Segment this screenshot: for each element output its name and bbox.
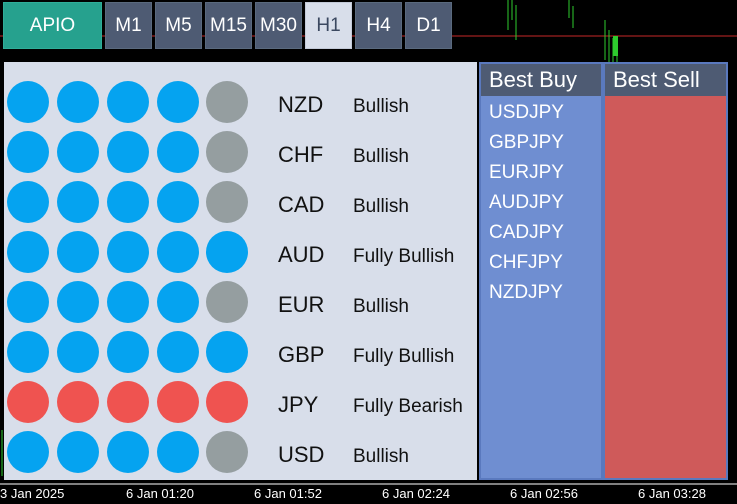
strength-dot — [107, 431, 149, 473]
currency-label: USD — [278, 442, 325, 467]
strength-dot — [7, 81, 49, 123]
best-buy-pair[interactable]: GBPJPY — [489, 132, 564, 153]
strength-dot — [7, 131, 49, 173]
strength-dot — [107, 231, 149, 273]
best-sell-column: Best Sell — [603, 62, 728, 480]
strength-dot — [206, 131, 248, 173]
strength-dot — [157, 231, 199, 273]
strength-dot — [206, 381, 248, 423]
strength-dot — [7, 231, 49, 273]
strength-dot — [157, 81, 199, 123]
strength-dot — [7, 281, 49, 323]
strength-dot — [107, 281, 149, 323]
strength-dot — [157, 331, 199, 373]
strength-dot — [57, 181, 99, 223]
currency-row: CHF Bullish — [4, 128, 477, 178]
trend-status: Bullish — [353, 96, 409, 117]
strength-dot — [157, 431, 199, 473]
best-buy-pair[interactable]: NZDJPY — [489, 282, 563, 303]
currency-row: NZD Bullish — [4, 78, 477, 128]
tab-m1[interactable]: M1 — [105, 2, 152, 49]
strength-dot — [7, 331, 49, 373]
best-buy-pair[interactable]: USDJPY — [489, 102, 564, 123]
strength-dot — [7, 381, 49, 423]
best-buy-pair[interactable]: CADJPY — [489, 222, 564, 243]
tab-d1[interactable]: D1 — [405, 2, 452, 49]
trend-status: Fully Bullish — [353, 246, 455, 267]
currency-row: USD Bullish — [4, 428, 477, 478]
time-axis-label: 6 Jan 03:28 — [638, 486, 706, 501]
best-buy-header: Best Buy — [481, 64, 601, 96]
strength-dot — [157, 381, 199, 423]
strength-dot — [57, 281, 99, 323]
time-axis-label: 6 Jan 01:52 — [254, 486, 322, 501]
trend-status: Bullish — [353, 196, 409, 217]
best-buy-pair[interactable]: EURJPY — [489, 162, 564, 183]
strength-dot — [157, 131, 199, 173]
strength-dot — [206, 431, 248, 473]
tab-h1[interactable]: H1 — [305, 2, 352, 49]
currency-label: NZD — [278, 92, 324, 117]
strength-dot — [107, 131, 149, 173]
time-axis-label: 3 Jan 2025 — [0, 486, 65, 501]
time-axis-label: 6 Jan 01:20 — [126, 486, 194, 501]
best-buy-column: Best Buy USDJPY GBPJPY EURJPY AUDJPY CADJPY C… — [479, 62, 603, 480]
strength-dot — [107, 331, 149, 373]
strength-dot — [206, 231, 248, 273]
trend-status: Bullish — [353, 446, 409, 467]
strength-dot — [206, 281, 248, 323]
strength-dot — [57, 81, 99, 123]
currency-label: EUR — [278, 292, 325, 317]
currency-label: JPY — [278, 392, 319, 417]
currency-row: AUD Fully Bullish — [4, 228, 477, 278]
currency-strength-panel: NZD Bullish CHF Bullish CAD Bullish AUD Fully B… — [4, 62, 477, 480]
currency-label: CHF — [278, 142, 324, 167]
strength-dot — [7, 431, 49, 473]
trend-status: Bullish — [353, 296, 409, 317]
best-sell-header: Best Sell — [605, 64, 726, 96]
currency-row: CAD Bullish — [4, 178, 477, 228]
strength-dot — [57, 431, 99, 473]
strength-dot — [206, 181, 248, 223]
currency-label: CAD — [278, 192, 325, 217]
time-axis-label: 6 Jan 02:24 — [382, 486, 450, 501]
strength-dot — [206, 331, 248, 373]
currency-row: JPY Fully Bearish — [4, 378, 477, 428]
currency-label: GBP — [278, 342, 325, 367]
strength-dot — [107, 381, 149, 423]
currency-label: AUD — [278, 242, 325, 267]
tab-m30[interactable]: M30 — [255, 2, 302, 49]
strength-dot — [57, 231, 99, 273]
currency-row: EUR Bullish — [4, 278, 477, 328]
strength-dot — [57, 331, 99, 373]
tab-h4[interactable]: H4 — [355, 2, 402, 49]
best-buy-pair[interactable]: AUDJPY — [489, 192, 564, 213]
tab-m5[interactable]: M5 — [155, 2, 202, 49]
strength-dot — [157, 281, 199, 323]
timeframe-tabbar: APIO M1 M5 M15 M30 H1 H4 D1 — [3, 2, 452, 49]
apio-button[interactable]: APIO — [3, 2, 102, 49]
strength-dot — [157, 181, 199, 223]
tab-m15[interactable]: M15 — [205, 2, 252, 49]
trend-status: Fully Bullish — [353, 346, 455, 367]
strength-dot — [7, 181, 49, 223]
best-buy-pair[interactable]: CHFJPY — [489, 252, 563, 273]
strength-dot — [206, 81, 248, 123]
trend-status: Bullish — [353, 146, 409, 167]
time-axis-label: 6 Jan 02:56 — [510, 486, 578, 501]
trend-status: Fully Bearish — [353, 396, 463, 417]
currency-row: GBP Fully Bullish — [4, 328, 477, 378]
strength-dot — [57, 131, 99, 173]
strength-dot — [107, 181, 149, 223]
strength-dot — [57, 381, 99, 423]
strength-dot — [107, 81, 149, 123]
